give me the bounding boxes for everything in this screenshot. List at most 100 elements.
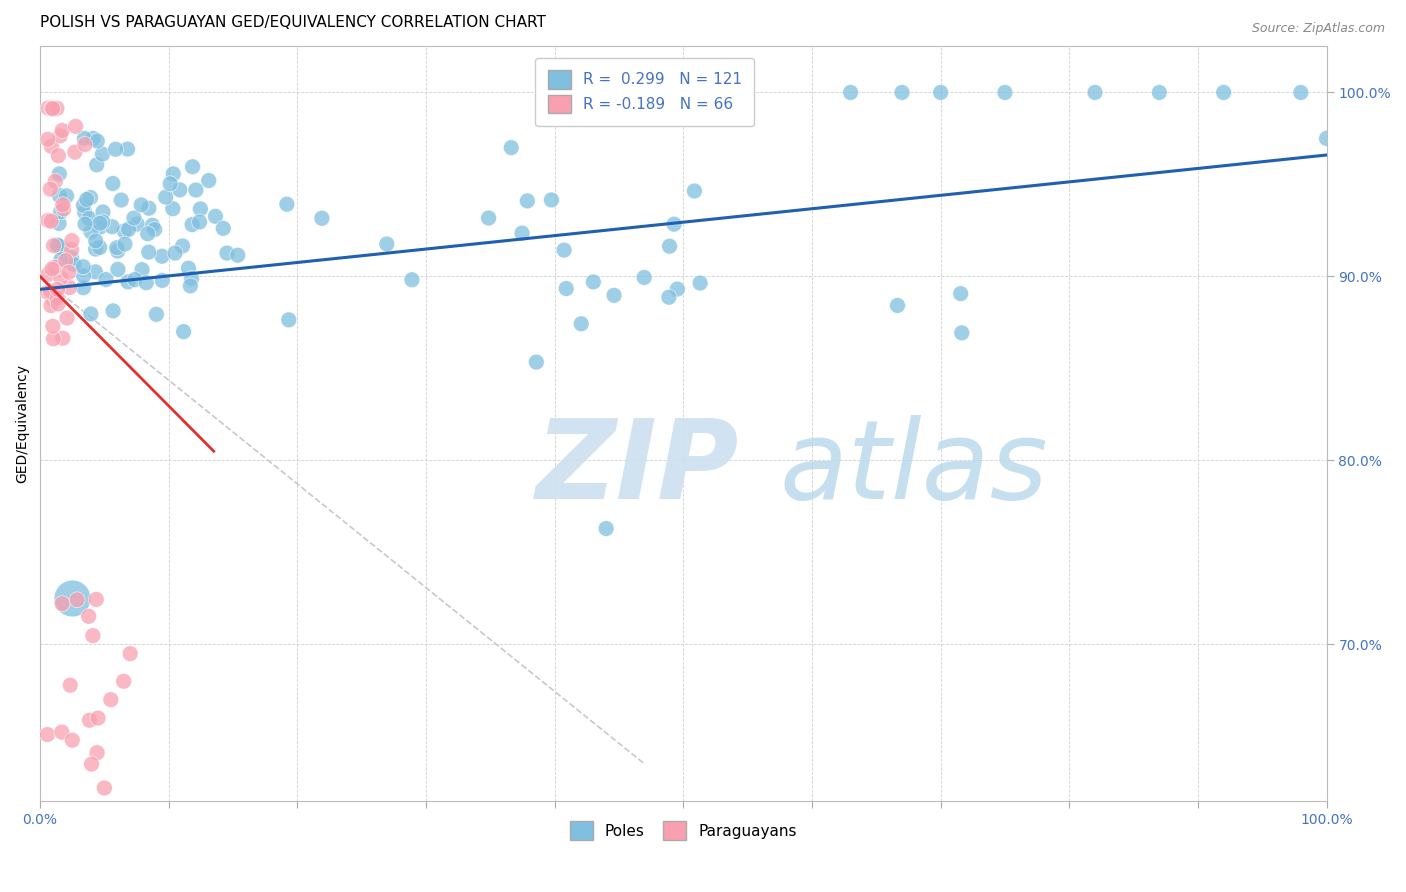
Point <box>131 262 153 277</box>
Point <box>60 251 83 265</box>
Point <box>44 260 66 275</box>
Text: POLISH VS PARAGUAYAN GED/EQUIVALENCY CORRELATION CHART: POLISH VS PARAGUAYAN GED/EQUIVALENCY COR… <box>41 15 546 30</box>
Point <box>89 216 111 230</box>
Point <box>65 120 87 134</box>
Point <box>141 219 163 233</box>
Point <box>117 275 139 289</box>
Point <box>569 317 592 331</box>
Point <box>52 202 75 216</box>
Point <box>82 131 104 145</box>
Point <box>51 597 73 611</box>
Point <box>73 131 96 145</box>
Point <box>51 725 73 739</box>
Point <box>683 184 706 198</box>
Point <box>75 217 97 231</box>
Point <box>77 609 100 624</box>
Point <box>994 86 1017 100</box>
Point <box>89 240 111 254</box>
Point <box>105 241 128 255</box>
Point <box>104 142 127 156</box>
Point <box>197 173 219 187</box>
Point <box>93 780 115 795</box>
Point <box>188 215 211 229</box>
Point <box>72 260 94 274</box>
Point <box>58 265 80 279</box>
Point <box>169 183 191 197</box>
Point <box>51 123 73 137</box>
Point <box>48 167 70 181</box>
Point <box>51 241 73 255</box>
Point <box>212 221 235 235</box>
Point <box>42 332 65 346</box>
Text: atlas: atlas <box>780 416 1049 523</box>
Point <box>401 273 423 287</box>
Point <box>127 217 149 231</box>
Point <box>49 128 72 143</box>
Text: Source: ZipAtlas.com: Source: ZipAtlas.com <box>1251 22 1385 36</box>
Point <box>66 592 89 607</box>
Point <box>80 757 103 772</box>
Point <box>135 276 157 290</box>
Point <box>42 293 65 307</box>
Point <box>80 225 103 239</box>
Point <box>172 239 194 253</box>
Point <box>48 239 70 253</box>
Point <box>49 271 72 285</box>
Point <box>112 674 135 689</box>
Point <box>1316 131 1339 145</box>
Point <box>44 174 66 188</box>
Point <box>76 193 98 207</box>
Point <box>87 711 110 725</box>
Point <box>190 202 212 216</box>
Point <box>77 211 100 226</box>
Point <box>173 325 195 339</box>
Point <box>37 267 59 281</box>
Point <box>49 252 72 267</box>
Point <box>52 331 75 345</box>
Point <box>41 262 63 277</box>
Point <box>949 286 972 301</box>
Point <box>136 227 159 241</box>
Point <box>84 592 107 607</box>
Point <box>101 219 124 234</box>
Point <box>478 211 501 225</box>
Point <box>79 190 101 204</box>
Point <box>1212 86 1234 100</box>
Point <box>37 213 59 227</box>
Point <box>510 226 533 240</box>
Point <box>110 193 132 207</box>
Y-axis label: GED/Equivalency: GED/Equivalency <box>15 364 30 483</box>
Point <box>52 198 75 212</box>
Point <box>1289 86 1312 100</box>
Point <box>114 237 136 252</box>
Point <box>91 205 114 219</box>
Point <box>162 202 184 216</box>
Point <box>582 275 605 289</box>
Point <box>215 246 238 260</box>
Point <box>662 217 685 231</box>
Point <box>72 281 94 295</box>
Point <box>56 311 79 326</box>
Point <box>555 281 578 295</box>
Point <box>107 244 129 258</box>
Point <box>524 355 547 369</box>
Point <box>39 214 62 228</box>
Point <box>553 243 575 257</box>
Point <box>55 189 77 203</box>
Point <box>41 102 63 116</box>
Point <box>73 205 96 219</box>
Point <box>112 224 135 238</box>
Point <box>86 134 108 148</box>
Point <box>55 253 77 268</box>
Point <box>159 177 181 191</box>
Point <box>276 197 298 211</box>
Point <box>60 733 83 747</box>
Point <box>929 86 952 100</box>
Point <box>226 248 249 262</box>
Point <box>658 239 681 253</box>
Point <box>633 270 655 285</box>
Point <box>122 211 145 225</box>
Point <box>60 591 83 606</box>
Point <box>311 211 333 226</box>
Point <box>101 177 124 191</box>
